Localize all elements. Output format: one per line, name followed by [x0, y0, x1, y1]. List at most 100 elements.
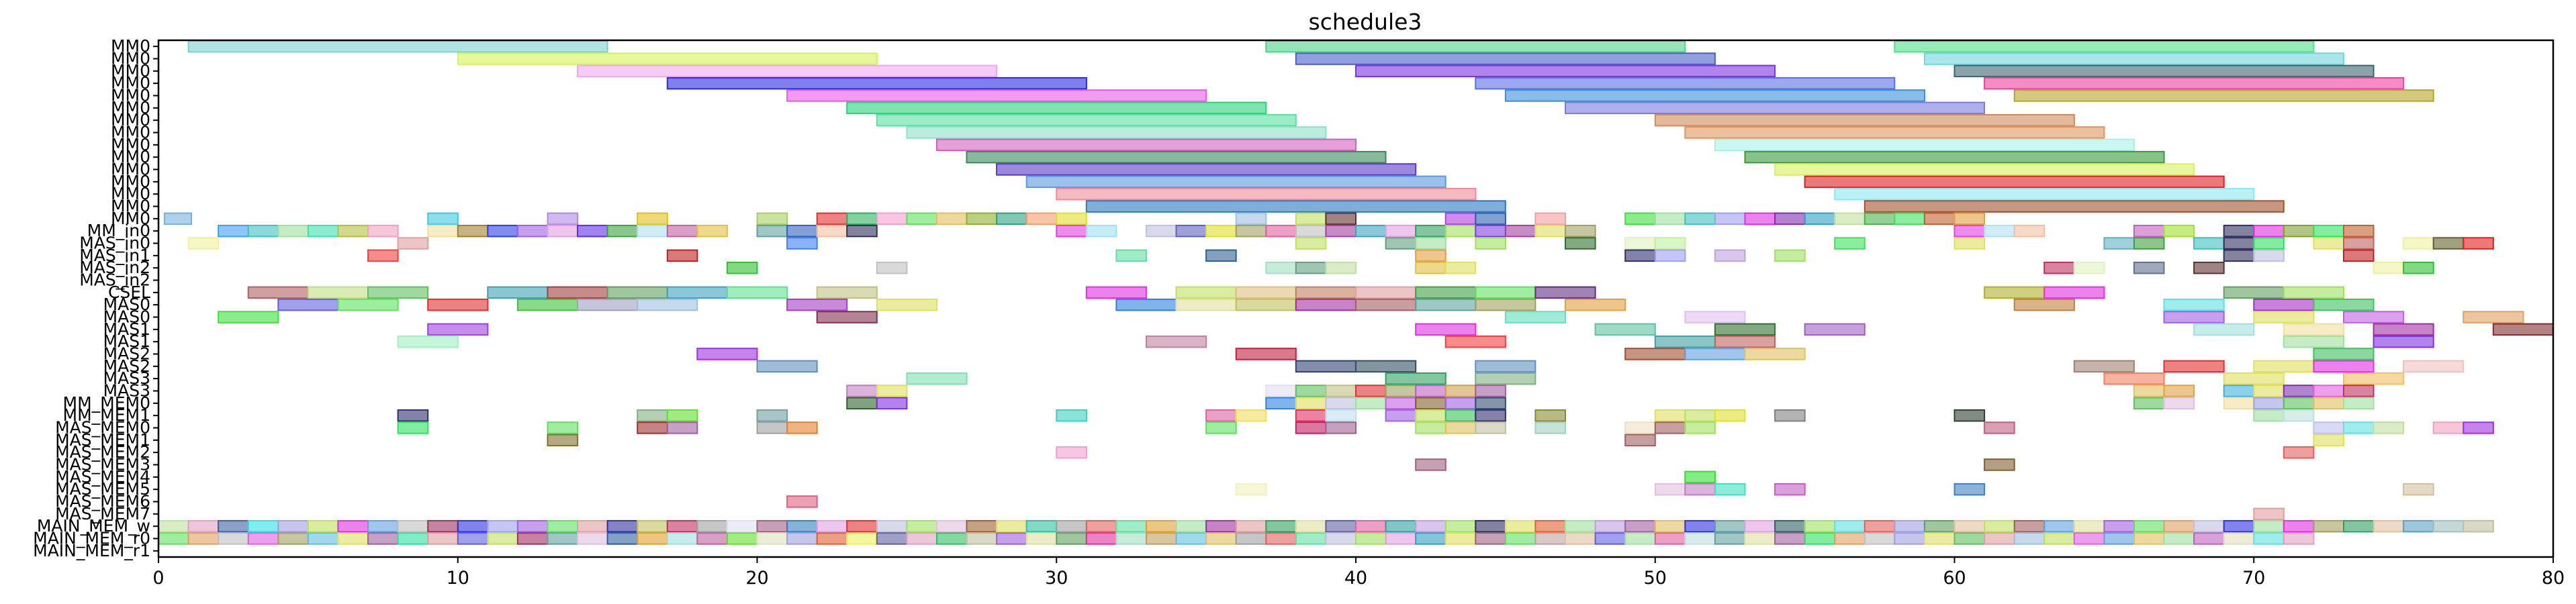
task-bar-364: [906, 519, 938, 533]
task-bar-369: [1056, 519, 1087, 533]
task-bar-481: [2073, 532, 2105, 545]
task-bar-466: [1624, 532, 1656, 545]
task-bar-61: [1864, 212, 1896, 225]
task-bar-150: [1325, 261, 1357, 274]
task-bar-158: [2403, 261, 2434, 274]
task-bar-359: [756, 519, 788, 533]
y-tick-label-35: MAS_MEM4: [55, 467, 150, 487]
task-bar-69: [337, 224, 369, 238]
task-bar-268: [1385, 397, 1417, 410]
task-bar-473: [1834, 532, 1866, 545]
task-bar-455: [1295, 532, 1327, 545]
task-bar-280: [637, 409, 668, 422]
task-bar-244: [2343, 372, 2405, 385]
task-bar-229: [2313, 348, 2375, 360]
task-bar-247: [1265, 385, 1297, 397]
task-bar-484: [2163, 532, 2195, 545]
task-bar-1: [1265, 40, 1686, 53]
task-bar-444: [966, 532, 998, 545]
task-bar-74: [516, 224, 549, 238]
task-bar-193: [1415, 298, 1477, 311]
task-bar-114: [786, 237, 818, 250]
task-bar-177: [2043, 286, 2105, 299]
task-bar-296: [1774, 409, 1806, 422]
y-tick-label-30: MM_MEM1: [63, 405, 150, 425]
task-bar-420: [247, 532, 279, 545]
task-bar-201: [816, 311, 878, 323]
task-bar-451: [1175, 532, 1207, 545]
task-bar-4: [1295, 52, 1716, 65]
task-bar-239: [906, 372, 968, 385]
task-bar-474: [1864, 532, 1896, 545]
task-bar-395: [1834, 519, 1866, 533]
task-bar-212: [1804, 323, 1866, 336]
task-bar-449: [1115, 532, 1148, 545]
task-bar-266: [1325, 397, 1357, 410]
task-bar-210: [1594, 323, 1656, 336]
task-bar-459: [1415, 532, 1446, 545]
task-bar-308: [1325, 421, 1357, 434]
x-axis: 0 10 20 30 40 50 60 70 80: [152, 557, 2565, 589]
task-bar-91: [1265, 224, 1297, 238]
task-bar-76: [577, 224, 608, 238]
task-bar-291: [1475, 409, 1506, 422]
task-bar-128: [2253, 237, 2285, 250]
task-bar-51: [1475, 212, 1506, 225]
task-bar-344: [307, 519, 339, 533]
task-bar-429: [516, 532, 549, 545]
task-bar-182: [427, 298, 489, 311]
task-bar-204: [2163, 311, 2225, 323]
task-bar-26: [1774, 163, 2195, 176]
task-bar-315: [1684, 421, 1716, 434]
task-bar-341: [218, 519, 249, 533]
task-bar-208: [427, 323, 489, 336]
task-bar-471: [1774, 532, 1806, 545]
task-bar-255: [2133, 385, 2165, 397]
task-bar-447: [1056, 532, 1087, 545]
task-bar-290: [1444, 409, 1477, 422]
task-bar-83: [816, 224, 848, 238]
task-bar-80: [696, 224, 728, 238]
task-bar-130: [2343, 237, 2375, 250]
task-bar-79: [666, 224, 698, 238]
task-bar-461: [1475, 532, 1506, 545]
task-bar-274: [2223, 397, 2255, 410]
task-bar-433: [637, 532, 668, 545]
x-tick-label-0: 0: [152, 568, 164, 589]
task-bar-299: [2283, 409, 2315, 422]
task-bar-358: [726, 519, 758, 533]
task-bar-327: [1415, 458, 1446, 471]
task-bar-305: [786, 421, 818, 434]
task-bar-269: [1415, 397, 1446, 410]
task-bar-408: [2223, 519, 2255, 533]
task-bar-16: [1565, 101, 1985, 115]
task-bar-104: [2013, 224, 2045, 238]
task-bar-362: [846, 519, 878, 533]
task-bar-196: [2013, 298, 2075, 311]
task-bar-36: [637, 212, 668, 225]
task-bar-17: [876, 113, 1297, 127]
task-bar-168: [1085, 286, 1147, 299]
task-bar-414: [2403, 519, 2434, 533]
task-bar-6: [577, 64, 997, 78]
task-bar-312: [1534, 421, 1566, 434]
task-bar-64: [1953, 212, 1986, 225]
y-tick-label-41: MAIN_MEM_r1: [33, 541, 150, 560]
task-bar-393: [1774, 519, 1806, 533]
task-bar-295: [1714, 409, 1746, 422]
task-bar-248: [1295, 385, 1327, 397]
task-bar-380: [1385, 519, 1417, 533]
task-bar-318: [2343, 421, 2375, 434]
task-bar-441: [876, 532, 908, 545]
task-bar-436: [726, 532, 758, 545]
task-bar-68: [307, 224, 339, 238]
task-bar-21: [936, 138, 1356, 152]
y-tick-label-10: MM0: [111, 160, 150, 179]
task-bar-185: [637, 298, 698, 311]
y-tick-label-36: MAS_MEM5: [55, 479, 150, 499]
task-bar-371: [1115, 519, 1148, 533]
task-bar-480: [2043, 532, 2075, 545]
task-bar-89: [1205, 224, 1237, 238]
task-bar-464: [1565, 532, 1596, 545]
y-tick-label-12: MM0: [111, 184, 150, 203]
